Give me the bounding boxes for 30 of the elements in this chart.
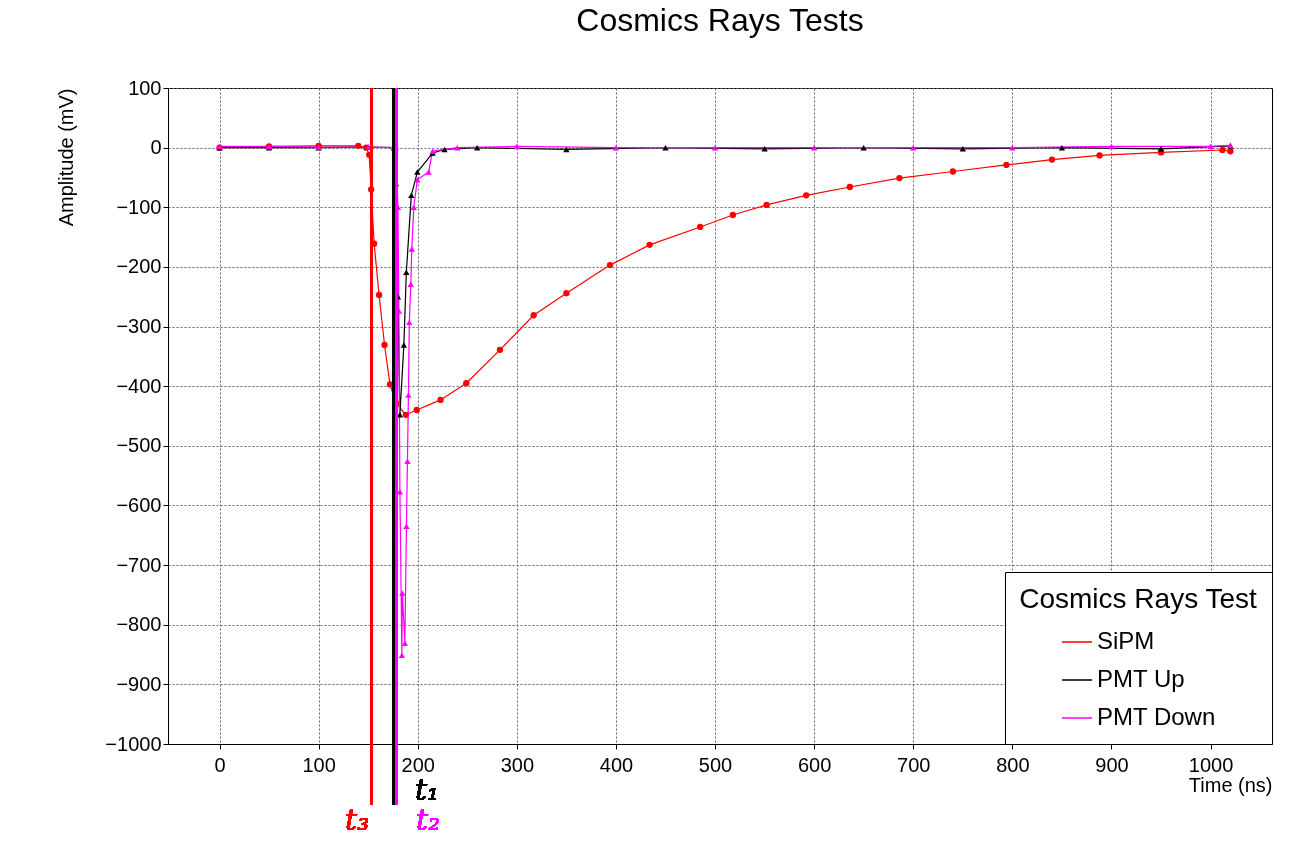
x-tick-label: 700 [897,753,931,776]
x-tick-label: 100 [302,753,336,776]
x-tick-label: 500 [698,753,733,776]
y-tick-label: −600 [116,493,162,516]
ref-line-label: t₃ [345,802,370,837]
chart-title: Cosmics Rays Tests [576,2,864,38]
y-tick-label: 0 [150,136,162,159]
y-axis-title: Amplitude (mV) [55,88,78,227]
y-tick-label: −800 [116,613,162,636]
y-tick-label: −700 [116,553,162,576]
x-axis-title: Time (ns) [1188,773,1273,796]
x-tick-label: 300 [500,753,535,776]
y-tick-label: −200 [116,255,162,278]
x-tick-label: 600 [797,753,832,776]
y-tick-label: −500 [116,434,162,457]
y-tick-label: −1000 [105,732,162,755]
x-tick-label: 0 [214,753,226,776]
y-tick-label: −300 [116,315,162,338]
y-tick-label: −400 [116,374,162,397]
legend-label: PMT Down [1097,703,1216,730]
y-tick-label: −900 [116,672,162,695]
x-tick-label: 400 [599,753,634,776]
legend-title: Cosmics Rays Test [1019,583,1257,614]
x-tick-label: 800 [996,753,1030,776]
x-tick-label: 900 [1095,753,1129,776]
y-tick-label: 100 [128,76,162,99]
y-tick-label: −100 [116,195,162,218]
x-tick-label: 1000 [1188,753,1234,776]
legend-label: PMT Up [1097,665,1185,692]
legend-label: SiPM [1097,627,1155,654]
